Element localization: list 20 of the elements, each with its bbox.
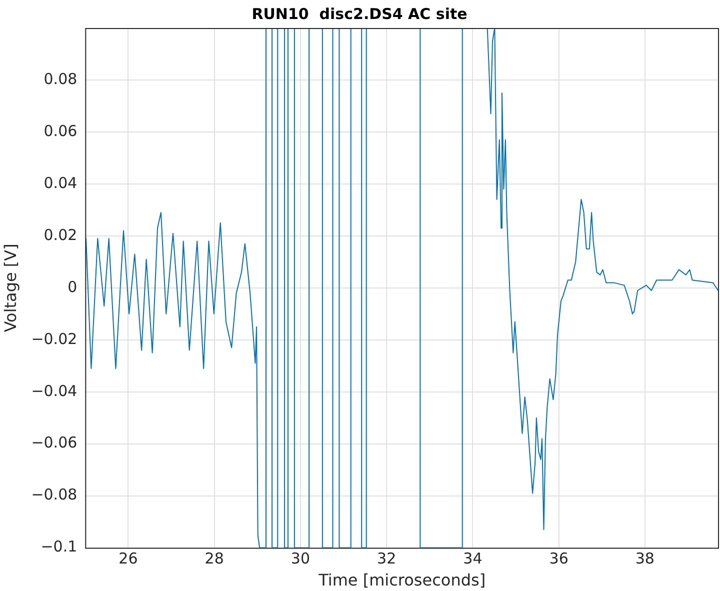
x-tick-label: 30 [290, 550, 310, 568]
y-tick-label: 0 [68, 278, 78, 296]
y-tick-label: 0.06 [44, 122, 78, 140]
x-tick-label: 28 [204, 550, 224, 568]
x-tick-label: 36 [549, 550, 568, 568]
y-axis-title: Voltage [V] [0, 244, 20, 332]
y-tick-label: −0.06 [31, 434, 78, 452]
y-tick-label: −0.1 [40, 538, 78, 556]
y-tick-label: −0.08 [31, 486, 78, 504]
x-tick-label: 32 [377, 550, 396, 568]
x-tick-label: 34 [463, 550, 482, 568]
x-axis-title: Time [microseconds] [318, 570, 486, 590]
y-tick-label: 0.04 [44, 174, 78, 192]
y-tick-label: −0.02 [31, 330, 78, 348]
x-tick-label: 26 [118, 550, 138, 568]
y-tick-label: 0.02 [44, 226, 78, 244]
x-tick-label: 38 [635, 550, 654, 568]
chart-title: RUN10 disc2.DS4 AC site [252, 4, 468, 23]
y-tick-label: −0.04 [31, 382, 78, 400]
y-tick-label: 0.08 [44, 70, 78, 88]
